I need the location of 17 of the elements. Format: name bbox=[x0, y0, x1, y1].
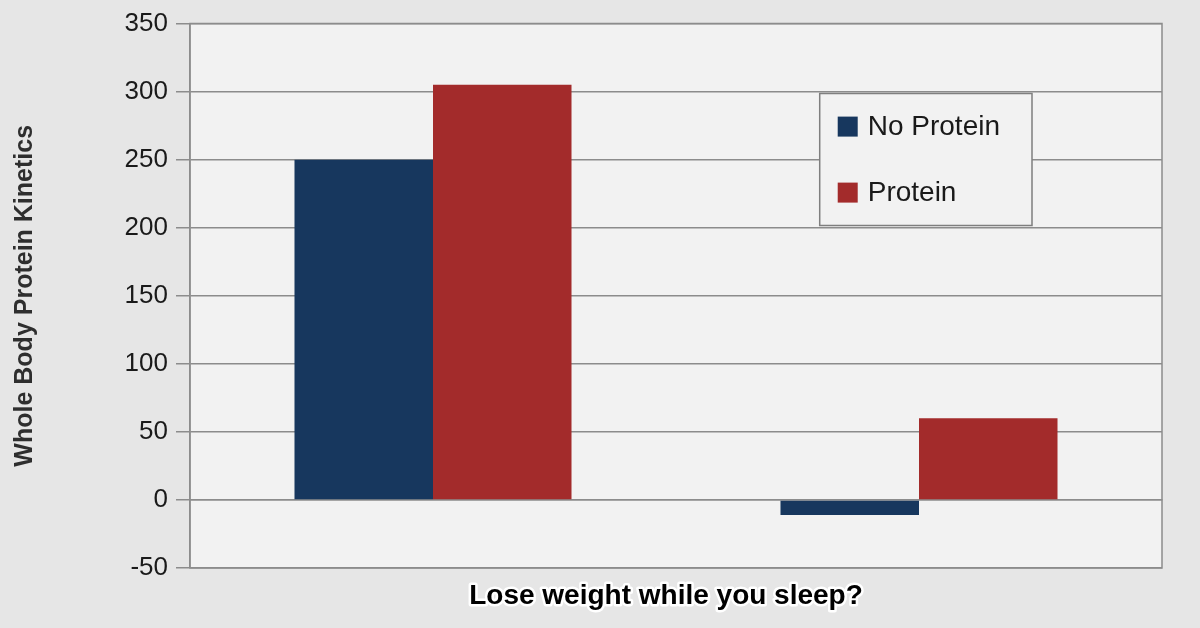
y-tick-label: 250 bbox=[124, 142, 168, 173]
text: Lose weight while you sleep? bbox=[469, 578, 863, 610]
y-tick-label: -50 bbox=[130, 551, 168, 582]
y-axis-title: Whole Body Protein Kinetics bbox=[8, 124, 37, 467]
y-tick-label: 150 bbox=[124, 278, 168, 309]
y-tick-label: 50 bbox=[139, 415, 168, 446]
y-tick-label: 0 bbox=[153, 483, 168, 514]
legend-label: No Protein bbox=[867, 110, 1001, 142]
legend-label: Protein bbox=[867, 176, 957, 208]
y-tick-label: 200 bbox=[124, 210, 168, 241]
bar bbox=[433, 84, 572, 500]
bar bbox=[294, 159, 433, 500]
y-tick-label: 100 bbox=[124, 347, 168, 378]
bar bbox=[919, 418, 1058, 500]
bar bbox=[780, 500, 919, 515]
y-tick-label: 300 bbox=[124, 74, 168, 105]
y-tick-label: 350 bbox=[124, 6, 168, 37]
